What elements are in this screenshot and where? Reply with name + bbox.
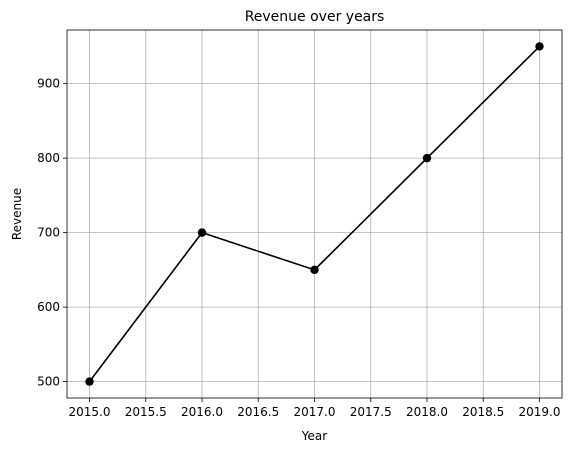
data-point <box>422 153 432 163</box>
x-tick-label: 2016.5 <box>237 405 279 419</box>
y-axis-label: Revenue <box>10 188 24 240</box>
data-point <box>85 377 94 386</box>
chart-title: Revenue over years <box>245 9 385 25</box>
data-point <box>535 42 544 51</box>
x-tick-label: 2018.0 <box>406 405 448 419</box>
data-point <box>197 228 207 237</box>
y-tick-label: 700 <box>37 226 60 240</box>
data-point <box>310 265 319 275</box>
x-tick-label: 2019.0 <box>519 405 561 419</box>
x-tick-label: 2015.0 <box>69 405 111 419</box>
y-tick-label: 800 <box>37 151 60 165</box>
y-tick-label: 600 <box>37 300 60 314</box>
axis-ticks: 2015.0 2015.5 2016.0 2016.5 2017.0 2017.5 2018… <box>37 77 560 419</box>
x-tick-label: 2017.5 <box>350 405 392 419</box>
x-tick-label: 2018.5 <box>462 405 504 419</box>
data-series <box>85 42 544 386</box>
grid-lines <box>67 30 562 398</box>
x-tick-label: 2015.5 <box>125 405 167 419</box>
x-tick-label: 2016.0 <box>181 405 223 419</box>
y-tick-label: 500 <box>37 375 60 389</box>
x-tick-label: 2017.0 <box>294 405 336 419</box>
y-tick-label: 900 <box>37 77 60 91</box>
plot-frame <box>66 29 563 399</box>
x-axis-label: Year <box>301 429 327 443</box>
